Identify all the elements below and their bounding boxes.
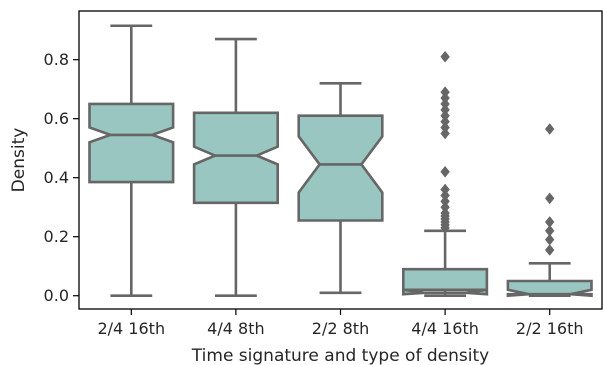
- x-tick-label: 4/4 8th: [207, 319, 264, 338]
- notched-box: [88, 102, 175, 184]
- y-axis-label: Density: [9, 128, 29, 193]
- y-tick-label: 0.2: [44, 227, 69, 246]
- y-axis: 0.0 0.2 0.4 0.6 0.8: [44, 50, 79, 305]
- notched-box: [401, 267, 489, 296]
- outlier-point: [544, 123, 555, 135]
- x-axis-label: Time signature and type of density: [191, 346, 489, 365]
- outlier-point: [440, 165, 450, 178]
- outlier-point: [544, 192, 555, 205]
- x-tick-label: 2/4 16th: [97, 319, 165, 338]
- x-tick-label: 2/2 16th: [516, 319, 584, 338]
- box-1: [88, 24, 175, 298]
- notched-box: [192, 111, 280, 205]
- outlier-point: [440, 50, 450, 63]
- box-2: [192, 37, 280, 298]
- box-3: [297, 81, 384, 295]
- plot-content: [88, 24, 593, 298]
- box-5: [506, 123, 593, 298]
- notched-box: [506, 279, 593, 298]
- x-tick-label: 4/4 16th: [411, 319, 479, 338]
- y-tick-label: 0.6: [44, 109, 69, 128]
- y-tick-label: 0.0: [44, 286, 69, 305]
- notched-box: [297, 114, 384, 222]
- outlier-point: [440, 127, 450, 140]
- x-axis: 2/4 16th 4/4 8th 2/2 8th 4/4 16th 2/2 16th: [97, 309, 584, 338]
- x-tick-label: 2/2 8th: [312, 319, 369, 338]
- outlier-point: [544, 233, 555, 246]
- outlier-point: [440, 221, 450, 234]
- box-4: [401, 50, 489, 298]
- y-tick-label: 0.8: [44, 50, 69, 69]
- outlier-point: [544, 244, 555, 256]
- y-tick-label: 0.4: [44, 168, 69, 187]
